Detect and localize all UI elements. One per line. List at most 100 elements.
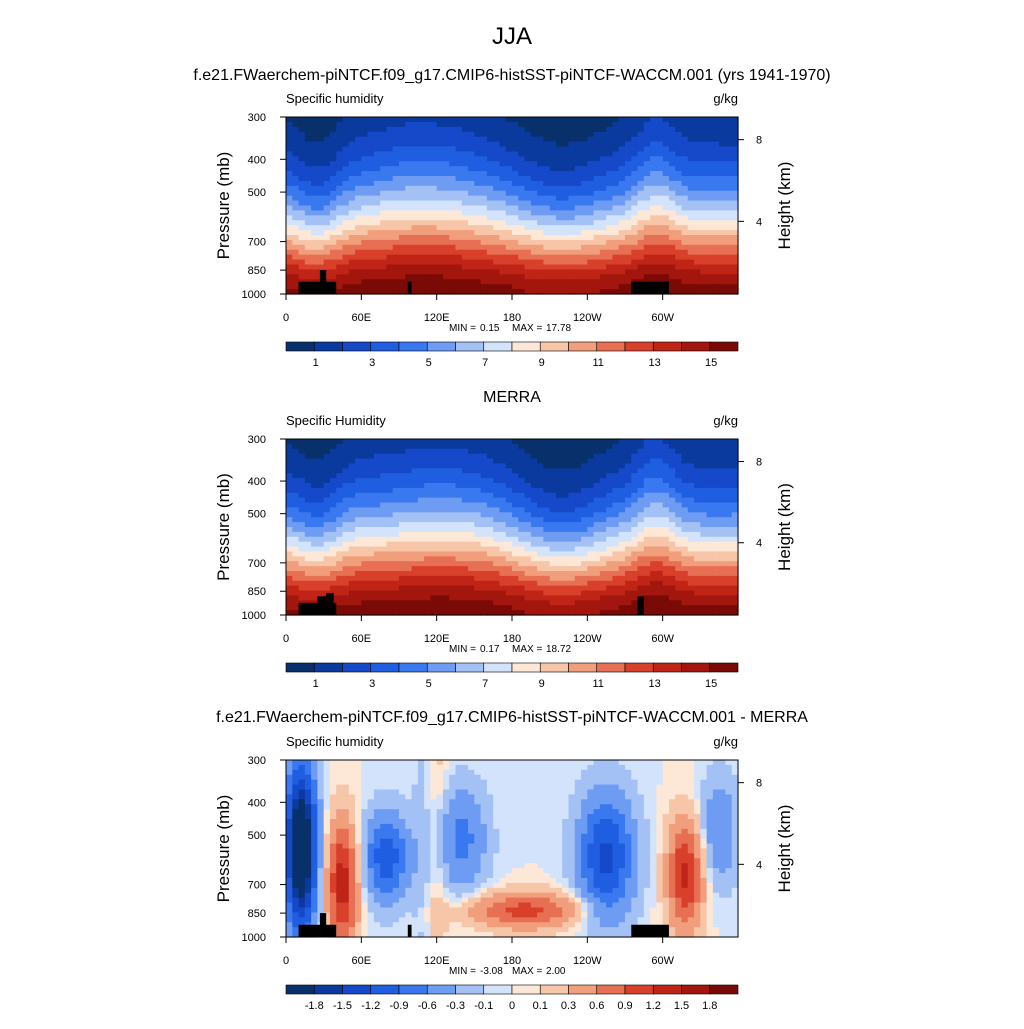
field-cell — [656, 171, 663, 177]
field-cell — [638, 220, 645, 226]
field-cell — [518, 576, 525, 581]
field-cell — [575, 127, 582, 133]
field-cell — [286, 156, 293, 162]
field-cell — [443, 279, 450, 285]
field-cell — [525, 512, 532, 517]
field-cell — [499, 265, 506, 271]
field-cell — [361, 269, 368, 275]
field-cell — [543, 498, 550, 503]
field-cell — [707, 473, 714, 478]
field-cell — [292, 463, 299, 468]
field-cell — [317, 483, 324, 488]
field-cell — [518, 551, 525, 556]
field-cell — [506, 449, 513, 454]
field-cell — [707, 279, 714, 285]
field-cell — [638, 137, 645, 143]
field-cell — [575, 265, 582, 271]
field-cell — [594, 551, 601, 556]
field-cell — [525, 215, 532, 221]
field-cell — [449, 522, 456, 527]
field-cell — [361, 171, 368, 177]
field-cell — [386, 230, 393, 236]
field-cell — [562, 191, 569, 197]
field-cell — [644, 522, 651, 527]
field-cell — [525, 191, 532, 197]
field-cell — [575, 171, 582, 177]
field-cell — [368, 478, 375, 483]
field-cell — [449, 279, 456, 285]
field-cell — [675, 206, 682, 212]
field-cell — [725, 507, 732, 512]
field-cell — [393, 488, 400, 493]
field-cell — [562, 230, 569, 236]
field-cell — [619, 151, 626, 157]
field-cell — [556, 547, 563, 552]
field-cell — [606, 507, 613, 512]
field-cell — [619, 576, 626, 581]
field-cell — [374, 156, 381, 162]
field-cell — [669, 166, 676, 172]
field-cell — [569, 551, 576, 556]
field-cell — [682, 478, 689, 483]
field-cell — [386, 240, 393, 246]
field-cell — [355, 556, 362, 561]
field-cell — [537, 503, 544, 508]
colorbar-label: 1 — [313, 357, 319, 369]
field-cell — [305, 220, 312, 226]
field-cell — [317, 151, 324, 157]
field-cell — [587, 561, 594, 566]
field-cell — [663, 127, 670, 133]
field-cell — [349, 265, 356, 271]
field-cell — [305, 527, 312, 532]
field-cell — [619, 230, 626, 236]
field-cell — [525, 473, 532, 478]
field-cell — [556, 235, 563, 241]
field-cell — [562, 503, 569, 508]
field-cell — [305, 576, 312, 581]
field-cell — [688, 284, 695, 290]
field-cell — [399, 279, 406, 285]
field-cell — [562, 265, 569, 271]
field-cell — [374, 127, 381, 133]
field-cell — [700, 566, 707, 571]
field-cell — [474, 215, 481, 221]
field-cell — [292, 186, 299, 192]
field-cell — [299, 507, 306, 512]
field-cell — [493, 215, 500, 221]
field-cell — [349, 537, 356, 542]
field-cell — [462, 201, 469, 207]
field-cell — [675, 250, 682, 256]
field-cell — [443, 561, 450, 566]
field-cell — [719, 142, 726, 148]
field-cell — [487, 117, 494, 123]
field-cell — [493, 527, 500, 532]
field-cell — [506, 527, 513, 532]
field-cell — [286, 483, 293, 488]
field-cell — [512, 449, 519, 454]
field-cell — [317, 147, 324, 153]
field-cell — [537, 537, 544, 542]
field-cell — [355, 171, 362, 177]
field-cell — [688, 215, 695, 221]
field-cell — [700, 439, 707, 444]
field-cell — [418, 284, 425, 290]
field-cell — [481, 527, 488, 532]
field-cell — [700, 265, 707, 271]
field-cell — [612, 591, 619, 596]
field-cell — [399, 142, 406, 148]
field-cell — [418, 561, 425, 566]
field-cell — [481, 220, 488, 226]
field-cell — [525, 591, 532, 596]
field-cell — [650, 507, 657, 512]
field-cell — [644, 181, 651, 187]
field-cell — [518, 586, 525, 591]
field-cell — [625, 196, 632, 202]
field-cell — [349, 507, 356, 512]
field-cell — [462, 269, 469, 275]
field-cell — [512, 459, 519, 464]
field-cell — [512, 245, 519, 251]
field-cell — [606, 186, 613, 192]
field-cell — [368, 459, 375, 464]
field-cell — [449, 454, 456, 459]
field-cell — [368, 225, 375, 231]
